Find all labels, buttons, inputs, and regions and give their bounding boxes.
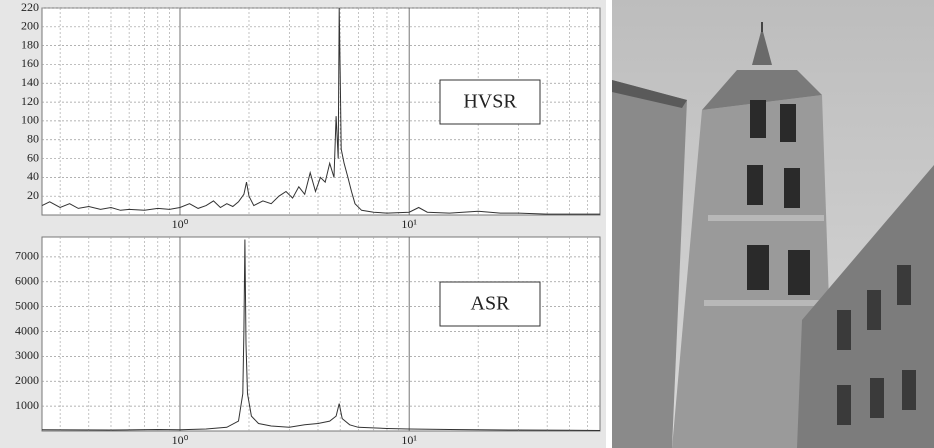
y-tick-label: 6000 bbox=[15, 274, 39, 288]
photo bbox=[612, 0, 934, 448]
y-tick-label: 20 bbox=[27, 188, 39, 202]
charts: 10⁰ 10¹ 20 40 60 80 100 120 140 160 180 200 220 HVSR 1… bbox=[0, 0, 606, 448]
y-tick-label: 220 bbox=[21, 0, 39, 14]
y-tick-label: 80 bbox=[27, 131, 39, 145]
y-tick-label: 160 bbox=[21, 56, 39, 70]
y-tick-label: 7000 bbox=[15, 249, 39, 263]
y-tick-label: 5000 bbox=[15, 298, 39, 312]
y-tick-label: 2000 bbox=[15, 373, 39, 387]
y-tick-label: 200 bbox=[21, 19, 39, 33]
y-tick-label: 60 bbox=[27, 150, 39, 164]
y-tick-label: 180 bbox=[21, 37, 39, 51]
x-tick-label: 10⁰ bbox=[172, 217, 189, 231]
y-tick-label: 3000 bbox=[15, 348, 39, 362]
annotation: HVSR bbox=[463, 91, 517, 113]
x-tick-label: 10⁰ bbox=[172, 433, 189, 447]
y-tick-label: 100 bbox=[21, 113, 39, 127]
spectrum-line bbox=[41, 7, 600, 215]
y-tick-label: 1000 bbox=[15, 398, 39, 412]
y-tick-label: 120 bbox=[21, 94, 39, 108]
x-tick-label: 10¹ bbox=[401, 217, 417, 231]
plot-area bbox=[41, 236, 601, 432]
y-tick-label: 40 bbox=[27, 169, 39, 183]
annotation: ASR bbox=[471, 293, 511, 315]
annotation-box bbox=[439, 79, 541, 125]
y-tick-label: 140 bbox=[21, 75, 39, 89]
x-tick-label: 10¹ bbox=[401, 433, 417, 447]
annotation-box bbox=[439, 281, 541, 327]
spectrum-line bbox=[41, 239, 601, 431]
y-tick-label: 4000 bbox=[15, 323, 39, 337]
